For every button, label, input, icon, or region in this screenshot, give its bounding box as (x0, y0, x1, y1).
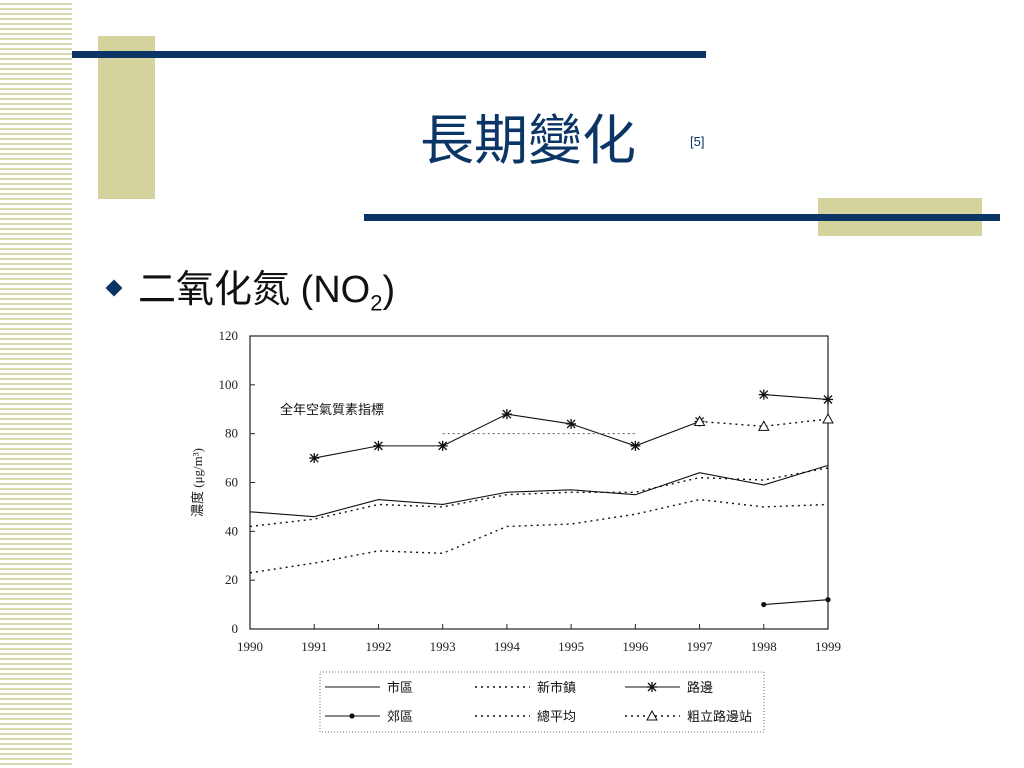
x-tick-label: 1996 (622, 639, 649, 654)
slide-title: 長期變化 (420, 109, 636, 172)
x-tick-label: 1990 (237, 639, 263, 654)
legend-label-0: 市區 (387, 680, 413, 695)
legend-marker-6 (646, 709, 658, 721)
y-tick-label: 20 (225, 572, 238, 587)
series-line-0 (249, 464, 829, 518)
legend-marker-2 (647, 682, 657, 692)
y-tick-label: 100 (219, 377, 239, 392)
x-tick-label: 1991 (301, 639, 327, 654)
x-tick-label: 1992 (365, 639, 391, 654)
legend-frame (319, 671, 765, 733)
data-point-4-8 (761, 601, 767, 608)
no2-line-chart: 0 20 40 60 80 100 120 1990 1991 1992 1993 1994 1995 1… (190, 328, 841, 733)
data-point-6-8 (757, 420, 770, 431)
x-tick-label: 1994 (494, 639, 521, 654)
plot-frame (249, 335, 829, 630)
x-tick-label: 1998 (751, 639, 777, 654)
y-tick-label: 80 (225, 426, 238, 441)
data-point-2-1 (309, 453, 320, 464)
y-tick-label: 0 (232, 621, 239, 636)
y-tick-label: 40 (225, 523, 238, 538)
data-point-4-9 (825, 597, 831, 603)
series-line-5 (249, 467, 829, 528)
data-point-6-9 (822, 412, 834, 424)
series-line-1 (249, 498, 829, 574)
title-reference: [5] (690, 134, 705, 149)
title-rule-bottom (364, 214, 1000, 221)
legend-label-6: 粗立路邊站 (687, 709, 752, 724)
x-tick-label: 1993 (430, 639, 456, 654)
series-line-2 (314, 413, 700, 459)
y-tick-label: 120 (219, 328, 239, 343)
series-line-4 (763, 599, 829, 606)
data-point-2-3 (437, 440, 448, 451)
data-point-2-6 (630, 440, 641, 451)
data-point-2-2 (373, 440, 384, 451)
data-point-6-7 (693, 415, 706, 426)
left-stripe-decoration (0, 0, 72, 768)
x-tick-label: 1995 (558, 639, 584, 654)
legend-label-4: 郊區 (387, 709, 413, 724)
legend-marker-4 (349, 713, 355, 719)
data-point-3-8 (758, 389, 769, 400)
data-point-2-4 (501, 409, 512, 420)
y-axis-label: 濃度 (μg/m³) (190, 448, 205, 517)
x-tick-label: 1999 (815, 639, 841, 654)
bullet-item: 二氧化氮 (NO2) (104, 258, 395, 317)
x-tick-label: 1997 (687, 639, 714, 654)
bullet-subscript: 2 (370, 290, 383, 316)
bullet-text-suffix: ) (382, 269, 396, 311)
data-point-3-9 (823, 394, 833, 405)
title-accent-block-left (98, 36, 155, 199)
series-line-3 (763, 394, 829, 401)
bullet-text: 二氧化氮 (NO (138, 269, 371, 311)
legend-label-1: 新市鎮 (537, 680, 576, 695)
title-rule-top (72, 51, 706, 58)
legend-label-5: 總平均 (537, 709, 576, 724)
annotation-label: 全年空氣質素指標 (280, 402, 384, 417)
data-point-2-5 (566, 418, 577, 429)
y-tick-label: 60 (225, 475, 238, 490)
diamond-bullet-icon (105, 279, 123, 297)
legend-label-2: 路邊 (687, 680, 713, 695)
